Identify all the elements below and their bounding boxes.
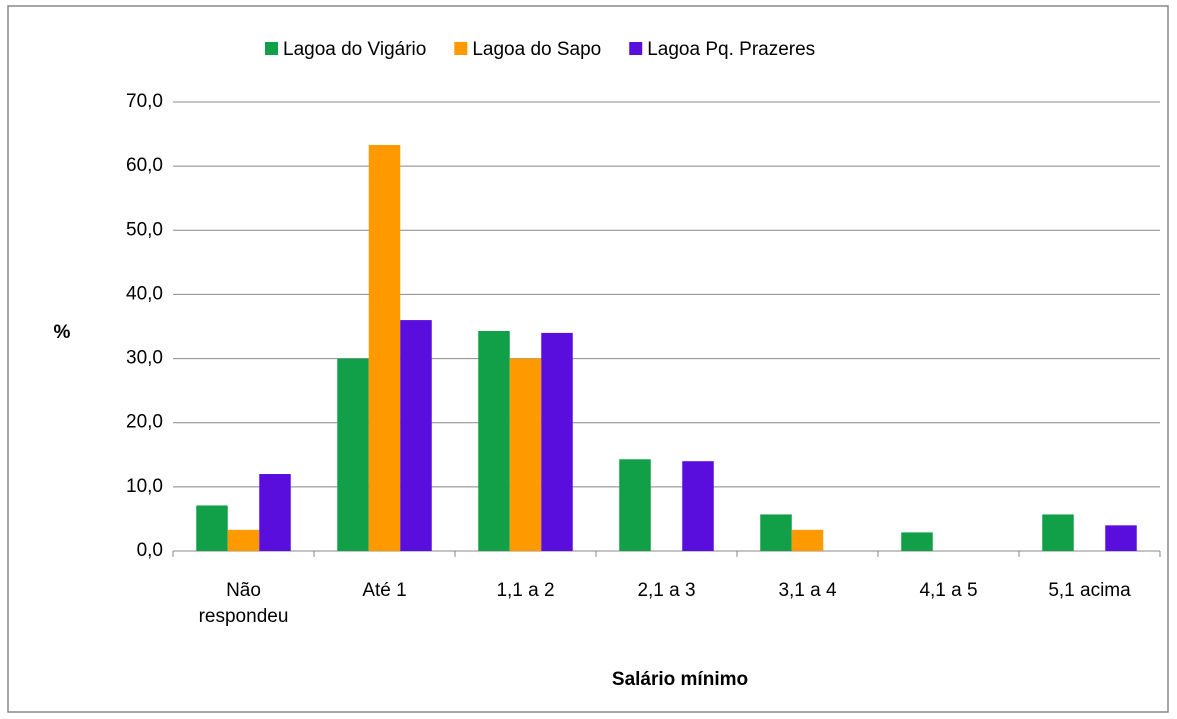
bar (400, 320, 432, 551)
bar (368, 144, 401, 551)
y-tick-label: 50,0 (126, 219, 163, 240)
y-tick-label: 40,0 (126, 283, 163, 304)
legend-label: Lagoa Pq. Prazeres (647, 39, 815, 60)
x-tick-label: 4,1 a 5 (919, 580, 978, 601)
x-tick-label: 3,1 a 4 (778, 580, 837, 601)
bar (1042, 514, 1074, 551)
bar (541, 332, 573, 551)
bar (901, 532, 933, 551)
bar (259, 474, 291, 551)
y-tick-label: 30,0 (126, 348, 163, 369)
x-tick-label: 1,1 a 2 (496, 580, 555, 601)
legend-label: Lagoa do Sapo (472, 39, 601, 60)
y-tick-label: 10,0 (126, 476, 163, 497)
bar (1105, 525, 1137, 551)
x-tick-label: 2,1 a 3 (637, 580, 696, 601)
bar (791, 529, 824, 551)
y-tick-label: 60,0 (126, 155, 163, 176)
bar (196, 505, 228, 551)
x-tick-label: Até 1 (362, 580, 407, 601)
legend-swatch (265, 42, 278, 55)
y-axis-label: % (54, 322, 71, 343)
bar (227, 529, 260, 551)
bar (509, 358, 542, 551)
bar (619, 459, 651, 551)
legend-label: Lagoa do Vigário (283, 39, 426, 60)
x-axis-label: Salário mínimo (612, 669, 748, 690)
y-tick-label: 20,0 (126, 412, 163, 433)
x-tick-label: 5,1 acima (1048, 580, 1131, 601)
bar (760, 514, 792, 551)
legend-swatch (629, 42, 643, 55)
y-tick-label: 0,0 (137, 540, 163, 561)
y-tick-label: 70,0 (126, 91, 163, 112)
x-tick-label: Não respondeu (198, 580, 289, 627)
bar (682, 461, 714, 551)
legend-swatch (454, 42, 468, 55)
bar (478, 330, 510, 551)
bar (337, 358, 369, 551)
